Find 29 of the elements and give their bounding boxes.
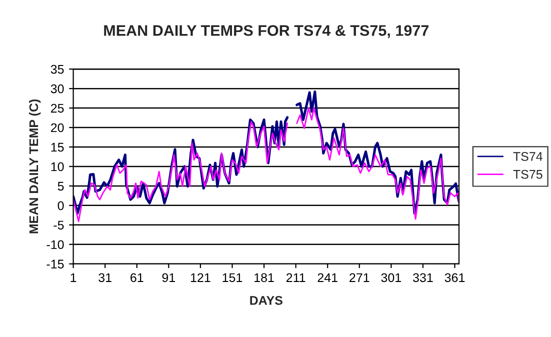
y-axis-title: MEAN DAILY TEMP (C) bbox=[28, 99, 41, 234]
y-tick-label: 15 bbox=[51, 142, 64, 152]
x-tick-label: 241 bbox=[318, 273, 338, 282]
y-tick-label: 35 bbox=[50, 64, 64, 74]
y-tick-label: 20 bbox=[50, 123, 64, 132]
x-tick-label: 211 bbox=[286, 273, 306, 282]
chart-title: MEAN DAILY TEMPS FOR TS74 & TS75, 1977 bbox=[104, 25, 428, 38]
x-tick-label: 361 bbox=[444, 273, 465, 282]
x-tick-label: 181 bbox=[254, 273, 274, 282]
legend-label: TS75 bbox=[513, 170, 542, 179]
x-tick-label: 31 bbox=[98, 273, 112, 282]
y-tick-label: 30 bbox=[50, 84, 64, 94]
x-tick-label: 61 bbox=[130, 273, 144, 282]
x-axis-title: DAYS bbox=[250, 296, 282, 305]
y-tick-label: 10 bbox=[51, 162, 64, 172]
x-tick-label: 331 bbox=[413, 273, 433, 282]
x-tick-label: 301 bbox=[381, 273, 401, 282]
x-tick-label: 151 bbox=[222, 273, 242, 282]
x-tick-label: 91 bbox=[162, 273, 175, 282]
legend-label: TS74 bbox=[513, 152, 542, 161]
x-tick-label: 271 bbox=[350, 273, 370, 282]
y-tick-label: 25 bbox=[50, 104, 64, 113]
y-tick-label: -5 bbox=[54, 220, 64, 230]
x-tick-label: 121 bbox=[190, 273, 210, 282]
y-tick-label: 5 bbox=[58, 182, 64, 191]
x-tick-label: 1 bbox=[70, 273, 76, 282]
y-tick-label: -15 bbox=[46, 260, 64, 269]
y-tick-label: 0 bbox=[58, 201, 64, 210]
y-tick-label: -10 bbox=[46, 240, 64, 250]
